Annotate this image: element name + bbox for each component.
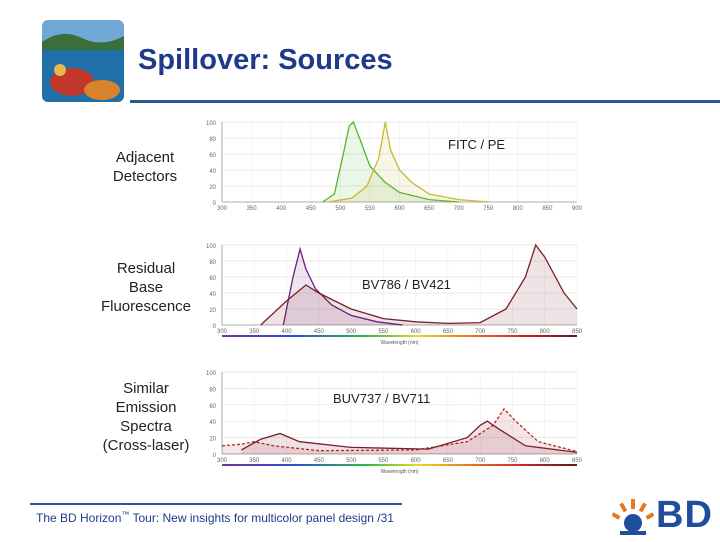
y-tick-label: 0 [213, 324, 217, 330]
x-tick-label: 300 [217, 458, 228, 464]
chart-label-buv737-bv711: BUV737 / BV711 [333, 391, 431, 406]
x-tick-label: 850 [572, 329, 583, 335]
x-tick-label: 700 [475, 458, 486, 464]
x-tick-label: 350 [249, 458, 260, 464]
x-tick-label: 450 [314, 458, 325, 464]
slide-title: Spillover: Sources [138, 44, 393, 76]
footer-text: The BD Horizon™ Tour: New insights for m… [36, 510, 394, 525]
x-tick-label: 600 [394, 206, 405, 212]
x-axis-label: Wavelength (nm) [381, 340, 419, 346]
y-tick-label: 100 [206, 121, 217, 127]
x-tick-label: 500 [346, 329, 357, 335]
series-area-bv421 [283, 249, 403, 325]
spectrum-bar [222, 464, 577, 466]
series-area-buv737 [222, 408, 577, 454]
series-line-bv421 [282, 246, 403, 326]
y-tick-label: 20 [209, 308, 216, 314]
x-tick-label: 400 [282, 329, 293, 335]
x-axis-label: Wavelength (nm) [381, 469, 419, 475]
y-tick-label: 80 [209, 387, 216, 393]
spectrum-bar [222, 335, 577, 337]
x-tick-label: 700 [475, 329, 486, 335]
x-tick-label: 300 [217, 329, 228, 335]
bd-logo-icon [611, 497, 655, 537]
x-tick-label: 450 [314, 329, 325, 335]
x-tick-label: 300 [217, 206, 228, 212]
y-tick-label: 80 [209, 137, 216, 143]
y-tick-label: 20 [209, 185, 216, 191]
reef-photo-icon [42, 20, 124, 102]
series-area-fitc [322, 122, 459, 202]
bd-logo-text: BD [656, 494, 713, 536]
x-tick-label: 800 [513, 206, 524, 212]
x-tick-label: 500 [346, 458, 357, 464]
x-tick-label: 650 [424, 206, 435, 212]
x-tick-label: 450 [306, 206, 317, 212]
row-label-adjacent: Adjacent Detectors [112, 149, 178, 185]
y-tick-label: 40 [209, 420, 216, 426]
x-tick-label: 850 [542, 206, 553, 212]
x-tick-label: 600 [411, 458, 422, 464]
x-tick-label: 500 [335, 206, 346, 212]
series-line-fitc [322, 120, 459, 203]
y-tick-label: 0 [213, 201, 217, 207]
x-tick-label: 400 [282, 458, 293, 464]
row-label-similar: Similar Emission Spectra (Cross-laser) [102, 380, 190, 454]
x-tick-label: 800 [540, 329, 551, 335]
series-line-bv711 [241, 420, 578, 454]
y-tick-label: 60 [209, 276, 216, 282]
y-tick-label: 100 [206, 244, 217, 250]
x-tick-label: 750 [507, 329, 518, 335]
x-tick-label: 550 [365, 206, 376, 212]
x-tick-label: 900 [572, 206, 583, 212]
series-line-bv786 [260, 243, 578, 326]
y-tick-label: 20 [209, 437, 216, 443]
y-tick-label: 80 [209, 260, 216, 266]
x-tick-label: 750 [483, 206, 494, 212]
y-tick-label: 100 [206, 371, 217, 377]
x-tick-label: 350 [249, 329, 260, 335]
chart-label-fitc-pe: FITC / PE [448, 137, 506, 152]
y-tick-label: 40 [209, 169, 216, 175]
series-line-pe [328, 121, 489, 203]
x-tick-label: 750 [507, 458, 518, 464]
series-area-bv786 [260, 245, 577, 325]
y-tick-label: 0 [213, 453, 217, 459]
chart-label-bv786-bv421: BV786 / BV421 [362, 277, 451, 292]
footer-divider [30, 503, 402, 505]
y-tick-label: 60 [209, 153, 216, 159]
row-label-residual: Residual Base Fluorescence [100, 260, 192, 315]
title-divider [130, 100, 720, 103]
x-tick-label: 550 [378, 329, 389, 335]
y-tick-label: 60 [209, 404, 216, 410]
x-tick-label: 350 [247, 206, 258, 212]
x-tick-label: 800 [540, 458, 551, 464]
y-tick-label: 40 [209, 292, 216, 298]
series-area-pe [328, 122, 489, 202]
x-tick-label: 600 [411, 329, 422, 335]
x-tick-label: 400 [276, 206, 287, 212]
x-tick-label: 650 [443, 329, 454, 335]
series-area-bv711 [241, 421, 577, 454]
x-tick-label: 650 [443, 458, 454, 464]
x-tick-label: 850 [572, 458, 583, 464]
x-tick-label: 700 [454, 206, 465, 212]
x-tick-label: 550 [378, 458, 389, 464]
